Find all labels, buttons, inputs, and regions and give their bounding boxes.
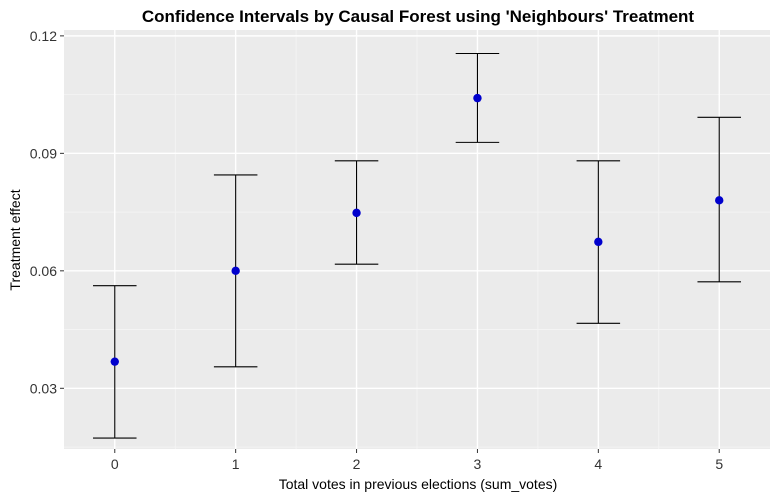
x-tick-label: 0 <box>111 456 119 472</box>
estimate-point <box>352 208 361 218</box>
error-bars <box>93 52 741 439</box>
y-tick-label: 0.03 <box>30 380 57 396</box>
y-axis-title: Treatment effect <box>7 189 23 290</box>
x-tick-label: 3 <box>474 456 482 472</box>
x-tick-label: 4 <box>594 456 602 472</box>
x-axis-title: Total votes in previous elections (sum_v… <box>279 476 558 492</box>
y-tick-label: 0.06 <box>30 263 57 279</box>
minor-gridlines <box>64 30 770 449</box>
chart-title: Confidence Intervals by Causal Forest us… <box>142 7 695 26</box>
y-tick-label: 0.12 <box>30 28 57 44</box>
estimate-point <box>715 196 724 205</box>
x-tick-label: 2 <box>353 456 361 472</box>
y-axis-ticks: 0.03 0.06 0.09 0.12 <box>30 28 64 396</box>
estimate-point <box>594 237 603 247</box>
y-tick-label: 0.09 <box>30 145 57 161</box>
x-tick-label: 5 <box>715 456 723 472</box>
x-axis-ticks: 0 1 2 3 4 5 <box>111 449 723 472</box>
estimate-point <box>231 266 240 276</box>
data-points <box>110 93 724 366</box>
estimate-point <box>110 357 119 366</box>
estimate-point <box>473 93 482 103</box>
x-tick-label: 1 <box>232 456 240 472</box>
